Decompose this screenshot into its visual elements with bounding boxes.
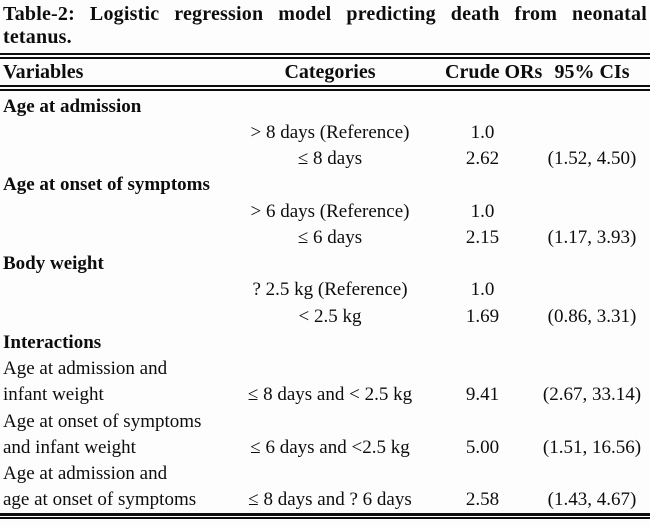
category-cell: > 8 days (Reference) (250, 121, 410, 143)
category-cell: ≤ 8 days (297, 148, 363, 170)
table-row: and infant weight ≤ 6 days and <2.5 kg 5.0… (0, 434, 650, 460)
category-cell: ≤ 6 days and <2.5 kg (250, 436, 410, 458)
variable-cell: Age at onset of symptoms (3, 410, 202, 432)
variable-cell: Body weight (3, 253, 104, 275)
or-cell: 1.0 (470, 200, 495, 222)
table-row: Interactions (0, 329, 650, 355)
category-cell: ? 2.5 kg (Reference) (252, 279, 408, 301)
double-rule-under-header (0, 85, 650, 91)
or-cell: 5.00 (465, 436, 500, 458)
table-row: > 6 days (Reference) 1.0 (0, 198, 650, 224)
table-row: infant weight ≤ 8 days and < 2.5 kg 9.41 (2… (0, 382, 650, 408)
table-caption: Table-2: Logistic regression model predi… (3, 3, 647, 48)
variable-cell: Age at admission and (3, 463, 168, 485)
ci-cell: (1.17, 3.93) (547, 226, 637, 248)
or-cell: 1.0 (470, 279, 495, 301)
or-cell: 1.0 (470, 121, 495, 143)
table-row: Age at onset of symptoms (0, 172, 650, 198)
variable-cell: Interactions (3, 331, 102, 353)
category-cell: < 2.5 kg (298, 305, 362, 327)
or-cell: 9.41 (465, 384, 500, 406)
table-row: Body weight (0, 251, 650, 277)
column-header-crude-ors: Crude ORs (445, 61, 543, 83)
table-body: Age at admission > 8 days (Reference) 1.0 ≤… (0, 93, 650, 513)
or-cell: 2.62 (465, 148, 500, 170)
table-row: Age at admission and (0, 356, 650, 382)
table-row: ≤ 6 days 2.15 (1.17, 3.93) (0, 224, 650, 250)
category-cell: > 6 days (Reference) (250, 200, 410, 222)
or-cell: 2.15 (465, 226, 500, 248)
table-header-row: Variables Categories Crude ORs 95% CIs (0, 59, 650, 85)
ci-cell: (1.43, 4.67) (547, 489, 637, 511)
ci-cell: (0.86, 3.31) (547, 305, 637, 327)
ci-cell: (1.51, 16.56) (542, 436, 642, 458)
table-row: ? 2.5 kg (Reference) 1.0 (0, 277, 650, 303)
table-row: > 8 days (Reference) 1.0 (0, 119, 650, 145)
category-cell: ≤ 8 days and ? 6 days (248, 489, 412, 511)
column-header-95-cis: 95% CIs (554, 61, 630, 83)
table-row: Age at onset of symptoms (0, 408, 650, 434)
table-row: < 2.5 kg 1.69 (0.86, 3.31) (0, 303, 650, 329)
ci-cell: (1.52, 4.50) (547, 148, 637, 170)
table-row: Age at admission (0, 93, 650, 119)
category-cell: ≤ 6 days (297, 226, 363, 248)
variable-cell: and infant weight (3, 436, 136, 458)
column-header-categories: Categories (284, 61, 376, 83)
double-rule-bottom (0, 513, 650, 519)
table-row: Age at admission and (0, 461, 650, 487)
or-cell: 1.69 (465, 305, 500, 327)
variable-cell: age at onset of symptoms (3, 489, 197, 511)
table-row: age at onset of symptoms ≤ 8 days and ? 6… (0, 487, 650, 513)
table-row: ≤ 8 days 2.62 (1.52, 4.50) (0, 146, 650, 172)
ci-cell: (2.67, 33.14) (542, 384, 642, 406)
variable-cell: infant weight (3, 384, 104, 406)
or-cell: 2.58 (465, 489, 500, 511)
double-rule-top (0, 53, 650, 59)
variable-cell: Age at admission (3, 95, 142, 117)
variable-cell: Age at admission and (3, 358, 168, 380)
category-cell: ≤ 8 days and < 2.5 kg (247, 384, 413, 406)
variable-cell: Age at onset of symptoms (3, 174, 210, 196)
column-header-variables: Variables (3, 61, 84, 83)
